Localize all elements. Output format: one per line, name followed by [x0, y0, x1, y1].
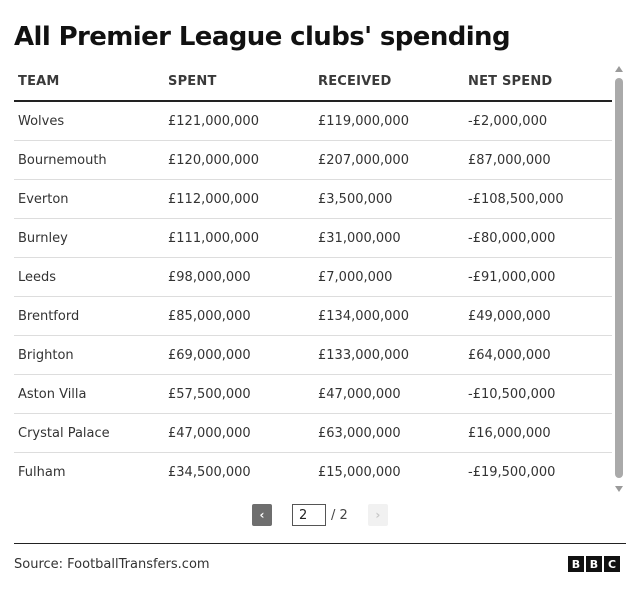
bbc-logo-letter: C: [604, 556, 620, 572]
footer-divider: [14, 543, 626, 544]
table-row: Wolves £121,000,000 £119,000,000 -£2,000,00…: [14, 101, 612, 141]
column-header-spent: SPENT: [164, 62, 314, 102]
next-page-button[interactable]: ›: [367, 504, 388, 526]
scroll-down-arrow-icon[interactable]: [615, 486, 623, 492]
cell-net-spend: -£10,500,000: [464, 374, 612, 414]
table-row: Everton £112,000,000 £3,500,000 -£108,500,0…: [14, 179, 612, 219]
cell-spent: £111,000,000: [164, 218, 314, 258]
table-row: Burnley £111,000,000 £31,000,000 -£80,000,0…: [14, 218, 612, 258]
cell-spent: £34,500,000: [168, 464, 251, 480]
cell-received: £15,000,000: [318, 464, 401, 480]
page-title: All Premier League clubs' spending: [14, 22, 511, 52]
column-header-received: RECEIVED: [314, 62, 464, 102]
cell-team: Crystal Palace: [14, 413, 164, 453]
cell-team: Fulham: [18, 464, 66, 480]
cell-received: £119,000,000: [314, 101, 464, 141]
pagination: ‹ / 2 ›: [252, 503, 388, 527]
bbc-logo-letter: B: [568, 556, 584, 572]
cell-spent: £121,000,000: [164, 101, 314, 141]
table-row: Brentford £85,000,000 £134,000,000 £49,000,…: [14, 296, 612, 336]
cell-spent: £98,000,000: [164, 257, 314, 297]
table-row: Crystal Palace £47,000,000 £63,000,000 £16,…: [14, 413, 612, 453]
cell-net-spend: -£91,000,000: [464, 257, 612, 297]
table-scrollbar[interactable]: [613, 66, 625, 492]
cell-received: £31,000,000: [314, 218, 464, 258]
cell-net-spend: £16,000,000: [464, 413, 612, 453]
page-number-input[interactable]: [292, 504, 326, 526]
column-header-net-spend: NET SPEND: [464, 62, 612, 102]
cell-received: £47,000,000: [314, 374, 464, 414]
cell-net-spend: £49,000,000: [464, 296, 612, 336]
cell-net-spend: £64,000,000: [464, 335, 612, 375]
spending-table-container: TEAM SPENT RECEIVED NET SPEND Wolves £121…: [14, 62, 612, 496]
table-row: Bournemouth £120,000,000 £207,000,000 £87,0…: [14, 140, 612, 180]
cell-received: £3,500,000: [314, 179, 464, 219]
cell-team: Leeds: [14, 257, 164, 297]
cell-team: Brighton: [14, 335, 164, 375]
cell-received: £207,000,000: [314, 140, 464, 180]
cell-spent: £85,000,000: [164, 296, 314, 336]
cell-spent: £47,000,000: [164, 413, 314, 453]
cell-net-spend: -£19,500,000: [468, 464, 556, 480]
bbc-logo-letter: B: [586, 556, 602, 572]
cell-team: Wolves: [14, 101, 164, 141]
cell-team: Everton: [14, 179, 164, 219]
cell-team: Burnley: [14, 218, 164, 258]
table-body: Wolves £121,000,000 £119,000,000 -£2,000,00…: [14, 101, 612, 491]
table-row: Aston Villa £57,500,000 £47,000,000 -£10,50…: [14, 374, 612, 414]
chevron-left-icon: ‹: [259, 508, 265, 522]
scroll-up-arrow-icon[interactable]: [615, 66, 623, 72]
bbc-logo: B B C: [568, 556, 622, 572]
spending-table: TEAM SPENT RECEIVED NET SPEND Wolves £121…: [14, 62, 612, 491]
cell-spent: £57,500,000: [164, 374, 314, 414]
cell-received: £7,000,000: [314, 257, 464, 297]
cell-net-spend: -£2,000,000: [464, 101, 612, 141]
cell-received: £63,000,000: [314, 413, 464, 453]
table-header-row: TEAM SPENT RECEIVED NET SPEND: [14, 62, 612, 102]
source-credit: Source: FootballTransfers.com: [14, 557, 210, 572]
cell-net-spend: £87,000,000: [464, 140, 612, 180]
column-header-team: TEAM: [14, 62, 164, 102]
cell-received: £133,000,000: [314, 335, 464, 375]
cell-spent: £120,000,000: [164, 140, 314, 180]
previous-page-button[interactable]: ‹: [252, 504, 272, 526]
cell-net-spend: -£80,000,000: [464, 218, 612, 258]
chevron-right-icon: ›: [375, 508, 381, 522]
cell-received: £134,000,000: [314, 296, 464, 336]
page-total-label: / 2: [331, 507, 348, 523]
table-row: Leeds £98,000,000 £7,000,000 -£91,000,000: [14, 257, 612, 297]
cell-team: Brentford: [14, 296, 164, 336]
cell-team: Bournemouth: [14, 140, 164, 180]
table-row: Brighton £69,000,000 £133,000,000 £64,000,0…: [14, 335, 612, 375]
scroll-thumb[interactable]: [615, 78, 623, 478]
cell-spent: £69,000,000: [164, 335, 314, 375]
cell-net-spend: -£108,500,000: [464, 179, 612, 219]
cell-spent: £112,000,000: [164, 179, 314, 219]
cell-team: Aston Villa: [14, 374, 164, 414]
table-row: Fulham £34,500,000 £15,000,000 -£19,500,000: [14, 453, 612, 492]
